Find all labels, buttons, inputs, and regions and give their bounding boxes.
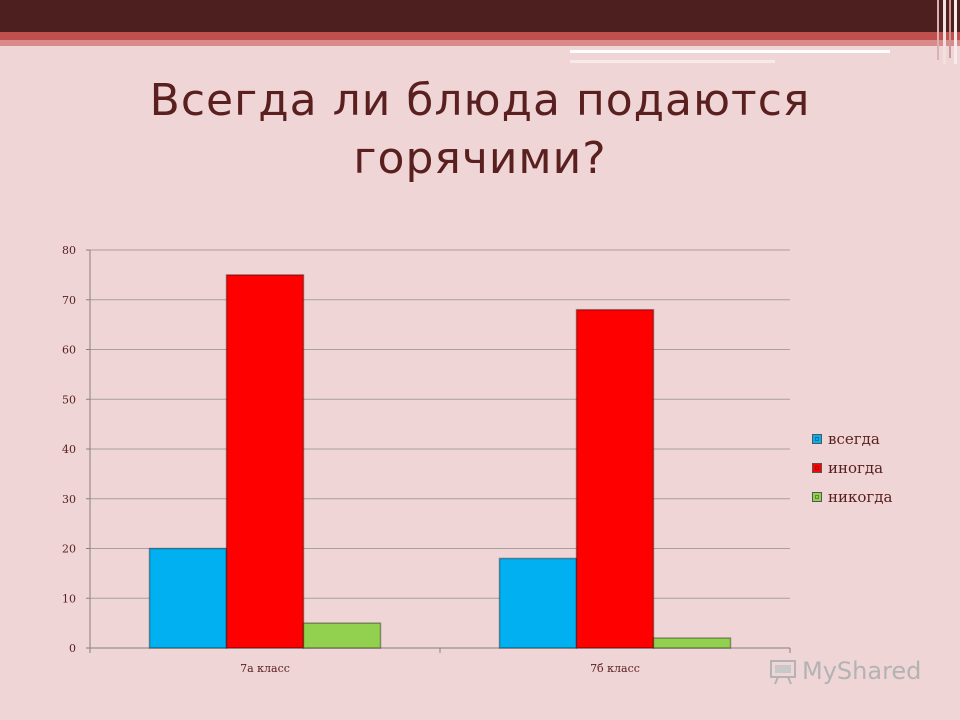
legend-label: никогда (828, 487, 893, 506)
title-line-1: Всегда ли блюда подаются (149, 75, 811, 126)
accent-stripe-light (0, 40, 960, 46)
y-tick-label: 60 (62, 344, 76, 357)
x-tick-label: 7б класс (590, 662, 640, 675)
watermark-text: MyShared (802, 657, 922, 685)
y-tick-label: 40 (62, 443, 76, 456)
decor-line (570, 60, 775, 63)
bar-никогда (302, 622, 382, 649)
y-tick-label: 30 (62, 493, 76, 506)
legend-swatch (812, 462, 822, 473)
chart-legend: всегда иногда никогда (812, 424, 892, 511)
legend-item: иногда (812, 453, 892, 482)
decor-line (570, 50, 890, 53)
legend-swatch (812, 433, 822, 444)
top-banner (0, 0, 960, 32)
legend-item: всегда (812, 424, 892, 453)
bar-никогда (652, 637, 732, 649)
legend-label: всегда (828, 429, 880, 448)
y-tick-label: 80 (62, 244, 76, 257)
bar-всегда (498, 557, 578, 649)
bar-всегда (148, 547, 228, 649)
y-tick-label: 50 (62, 393, 76, 406)
presentation-icon (770, 660, 796, 685)
y-tick-label: 10 (62, 592, 76, 605)
y-tick-label: 70 (62, 294, 76, 307)
x-tick-label: 7а класс (240, 662, 290, 675)
accent-stripe (0, 32, 960, 40)
legend-label: иногда (828, 458, 884, 477)
watermark: MyShared (768, 656, 921, 686)
y-tick-label: 20 (62, 543, 76, 556)
legend-item: никогда (812, 482, 892, 511)
y-tick-label: 0 (69, 642, 76, 655)
slide-title: Всегда ли блюда подаются горячими? (0, 72, 960, 188)
title-line-2: горячими? (353, 133, 607, 184)
bar-иногда (575, 308, 655, 649)
legend-swatch (812, 491, 822, 502)
bar-иногда (225, 274, 305, 649)
decor-vertical-lines (937, 0, 957, 64)
